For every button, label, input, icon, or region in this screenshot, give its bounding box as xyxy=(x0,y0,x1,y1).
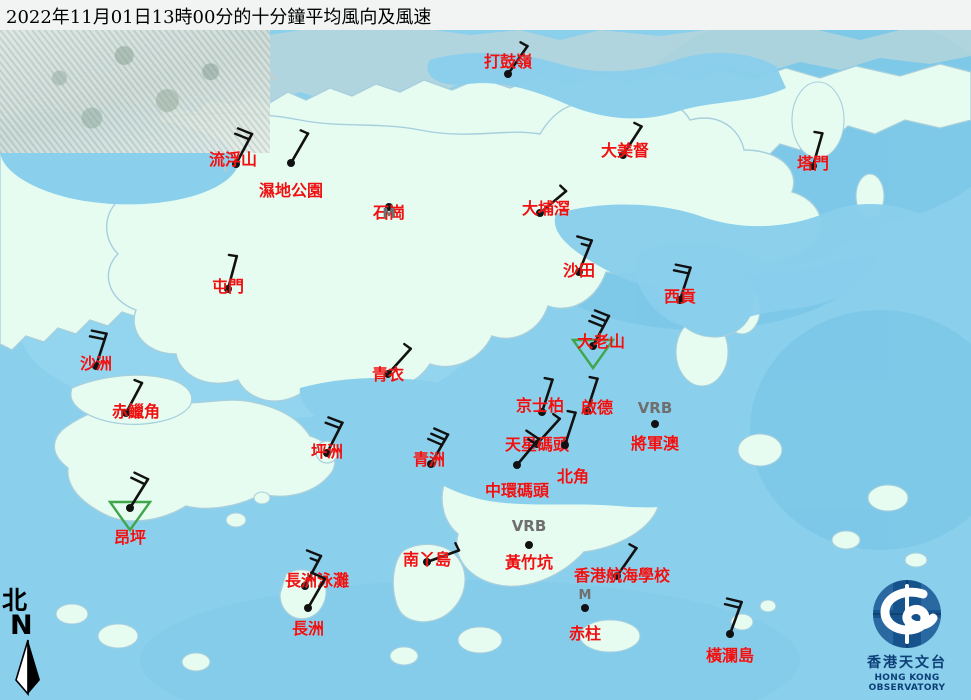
station-marker-dot xyxy=(575,268,583,276)
station-label-central-pier: 中環碼頭 xyxy=(484,481,550,500)
station-marker-dot xyxy=(583,407,591,415)
title-bar: 2022年11月01日13時00分的十分鐘平均風向及風速 xyxy=(0,0,971,30)
station-label-tseung-kwan-o: 將軍澳 xyxy=(630,434,680,453)
station-label-cheung-chau: 長洲 xyxy=(291,619,325,638)
station-label-ngong-ping: 昂坪 xyxy=(113,528,147,547)
hko-name-en: HONG KONG OBSERVATORY xyxy=(868,673,946,693)
station-marker-dot xyxy=(589,342,597,350)
station-label-chek-lap-kok: 赤鱲角 xyxy=(111,402,161,421)
station-marker-dot xyxy=(427,460,435,468)
station-marker-dot xyxy=(301,582,309,590)
station-marker-dot xyxy=(384,370,392,378)
station-marker-dot xyxy=(423,558,431,566)
station-marker-dot xyxy=(613,572,621,580)
station-marker-dot xyxy=(809,162,817,170)
station-label-peng-chau: 坪洲 xyxy=(310,442,344,461)
station-label-ta-kwu-ling: 打鼓嶺 xyxy=(483,52,533,71)
station-status-flag-stanley: M xyxy=(578,588,592,603)
station-marker-dot xyxy=(232,160,240,168)
station-marker-dot xyxy=(224,285,232,293)
station-status-flag-wong-chuk-hang: VRB xyxy=(511,517,547,535)
station-label-wong-chuk-hang: 黃竹坑 xyxy=(504,553,554,572)
station-marker-dot xyxy=(92,362,100,370)
station-marker-dot xyxy=(122,409,130,417)
station-marker-dot xyxy=(561,441,569,449)
station-marker-dot xyxy=(287,159,295,167)
station-marker-dot xyxy=(513,461,521,469)
station-marker-dot xyxy=(536,209,544,217)
station-label-sha-chau: 沙洲 xyxy=(79,354,113,373)
hko-spiral-logo-icon xyxy=(873,580,941,648)
station-marker-dot xyxy=(385,203,393,211)
station-label-tuen-mun: 屯門 xyxy=(211,277,245,296)
page-title: 2022年11月01日13時00分的十分鐘平均風向及風速 xyxy=(6,7,432,28)
station-label-lamma-island: 南丫島 xyxy=(402,550,452,569)
station-label-tai-po-kau: 大埔滘 xyxy=(521,199,571,218)
station-marker-dot xyxy=(726,630,734,638)
compass-label-cn: 北 xyxy=(2,586,28,615)
station-label-shek-kong: 石崗 xyxy=(372,203,406,222)
rambler-channel xyxy=(299,378,506,447)
station-label-lau-fau-shan: 流浮山 xyxy=(208,150,258,169)
station-label-north-point: 北角 xyxy=(556,467,590,486)
station-label-tates-cairn: 大老山 xyxy=(576,332,626,351)
compass-rose: 北 N xyxy=(2,588,72,696)
station-marker-dot xyxy=(676,296,684,304)
station-marker-dot xyxy=(619,151,627,159)
station-label-tai-mei-tuk: 大美督 xyxy=(600,141,650,160)
victoria-harbour xyxy=(418,440,725,508)
station-label-waglan-island: 橫瀾島 xyxy=(705,646,755,665)
north-arrow-icon xyxy=(15,639,40,696)
station-marker-dot xyxy=(525,541,533,549)
compass-label-en: N xyxy=(10,610,33,641)
station-label-wetland-park: 濕地公園 xyxy=(258,181,324,200)
station-label-sha-tin: 沙田 xyxy=(562,261,596,280)
station-marker-dot xyxy=(323,449,331,457)
hko-name-cn: 香港天文台 xyxy=(867,655,947,671)
station-label-sai-kung: 西貢 xyxy=(663,287,697,306)
station-label-green-island: 青洲 xyxy=(412,450,446,469)
hko-logo: 香港天文台 HONG KONG OBSERVATORY xyxy=(845,578,969,698)
station-marker-dot xyxy=(504,70,512,78)
station-label-stanley: 赤柱 xyxy=(568,624,602,643)
station-label-hk-sea-school: 香港航海學校 xyxy=(573,566,671,585)
station-marker-dot xyxy=(538,408,546,416)
station-label-cheung-chau-beach: 長洲泳灘 xyxy=(284,571,350,590)
station-status-flag-tseung-kwan-o: VRB xyxy=(637,399,673,417)
station-marker-dot xyxy=(304,604,312,612)
station-status-flag-shek-kong: M xyxy=(382,207,396,222)
landmass-lamma xyxy=(392,543,466,623)
station-label-kai-tak: 啟德 xyxy=(580,398,614,417)
station-marker-dot xyxy=(651,420,659,428)
station-marker-dot xyxy=(126,504,134,512)
station-label-star-ferry: 天星碼頭 xyxy=(504,435,570,454)
station-label-kings-park: 京士柏 xyxy=(515,396,565,415)
station-label-tap-mun: 塔門 xyxy=(796,154,830,173)
station-label-tsing-yi: 青衣 xyxy=(371,365,405,384)
station-marker-dot xyxy=(581,604,589,612)
